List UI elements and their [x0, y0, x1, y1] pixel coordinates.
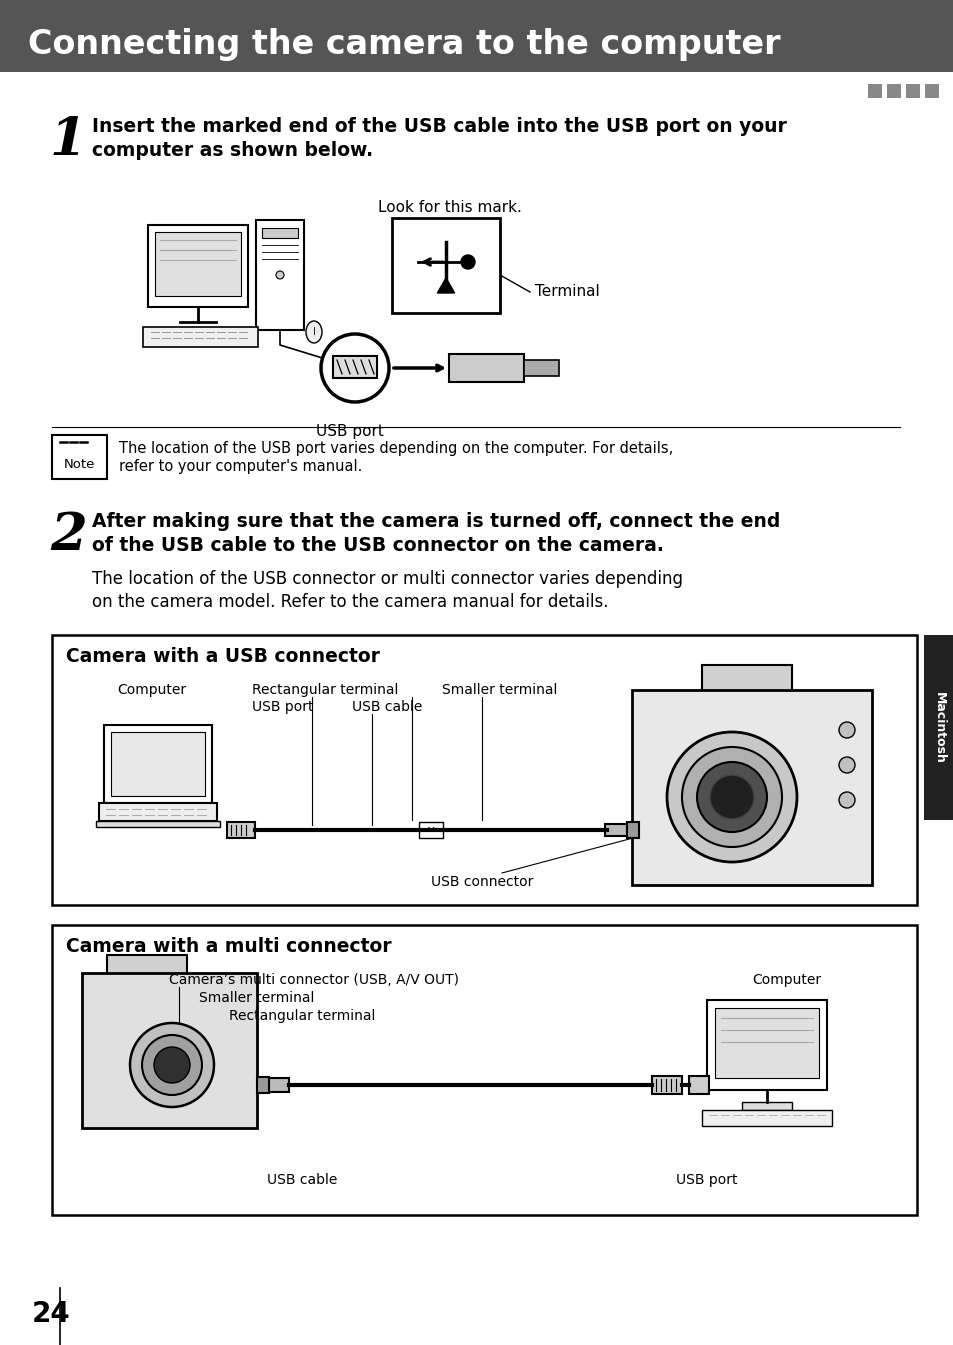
Bar: [262, 229, 297, 238]
Circle shape: [666, 732, 796, 862]
Bar: [905, 83, 919, 98]
Text: USB port: USB port: [252, 699, 314, 714]
Bar: [631, 690, 871, 885]
Bar: [706, 999, 826, 1089]
Circle shape: [275, 270, 284, 278]
Bar: [269, 1077, 289, 1092]
Text: Macintosh: Macintosh: [931, 691, 944, 764]
Text: Insert the marked end of the USB cable into the USB port on your: Insert the marked end of the USB cable i…: [91, 117, 786, 136]
Bar: [52, 635, 916, 905]
Text: on the camera model. Refer to the camera manual for details.: on the camera model. Refer to the camera…: [91, 593, 608, 611]
Text: Rectangular terminal: Rectangular terminal: [252, 683, 398, 697]
Bar: [227, 822, 254, 838]
Text: USB cable: USB cable: [352, 699, 422, 714]
Ellipse shape: [306, 321, 322, 343]
Text: 1: 1: [50, 116, 87, 165]
Text: The location of the USB port varies depending on the computer. For details,: The location of the USB port varies depe…: [119, 441, 673, 456]
Text: Note: Note: [64, 459, 95, 472]
Bar: [96, 820, 220, 827]
Text: Rectangular terminal: Rectangular terminal: [229, 1009, 375, 1024]
Bar: [52, 434, 107, 479]
Circle shape: [709, 775, 753, 819]
Text: computer as shown below.: computer as shown below.: [91, 141, 373, 160]
Circle shape: [838, 792, 854, 808]
Text: The location of the USB connector or multi connector varies depending: The location of the USB connector or mul…: [91, 570, 682, 588]
Bar: [255, 221, 304, 330]
Bar: [701, 1110, 831, 1126]
Bar: [886, 83, 900, 98]
Bar: [154, 231, 241, 296]
Bar: [741, 1102, 791, 1110]
Bar: [924, 83, 938, 98]
Bar: [0, 0, 953, 73]
Bar: [714, 1007, 818, 1077]
Bar: [82, 972, 256, 1128]
Text: Camera’s multi connector (USB, A/V OUT): Camera’s multi connector (USB, A/V OUT): [169, 972, 458, 987]
Bar: [111, 732, 205, 796]
Circle shape: [697, 763, 766, 833]
Bar: [256, 1077, 269, 1093]
Text: 2: 2: [50, 510, 87, 561]
Text: USB port: USB port: [676, 1173, 737, 1188]
Bar: [99, 803, 216, 820]
Text: of the USB cable to the USB connector on the camera.: of the USB cable to the USB connector on…: [91, 537, 663, 555]
Bar: [392, 218, 499, 313]
Bar: [523, 360, 558, 377]
Text: Camera with a USB connector: Camera with a USB connector: [66, 647, 379, 667]
Bar: [107, 955, 187, 976]
Bar: [418, 822, 442, 838]
Text: After making sure that the camera is turned off, connect the end: After making sure that the camera is tur…: [91, 512, 780, 531]
Circle shape: [460, 256, 475, 269]
Text: Smaller terminal: Smaller terminal: [441, 683, 557, 697]
Text: Connecting the camera to the computer: Connecting the camera to the computer: [28, 28, 780, 61]
Text: ⇔: ⇔: [425, 823, 436, 837]
Bar: [333, 356, 376, 378]
Bar: [143, 327, 257, 347]
Text: USB port: USB port: [315, 424, 383, 438]
Bar: [626, 822, 639, 838]
Circle shape: [320, 334, 389, 402]
Bar: [104, 725, 212, 803]
Bar: [148, 225, 248, 307]
Bar: [52, 925, 916, 1215]
Text: USB cable: USB cable: [267, 1173, 336, 1188]
Text: Computer: Computer: [117, 683, 186, 697]
Text: USB connector: USB connector: [431, 876, 533, 889]
Text: Terminal: Terminal: [535, 285, 599, 300]
Bar: [604, 824, 626, 837]
Bar: [651, 1076, 681, 1093]
Bar: [923, 635, 953, 820]
Text: 24: 24: [32, 1301, 71, 1328]
Text: Smaller terminal: Smaller terminal: [199, 991, 314, 1005]
Circle shape: [153, 1046, 190, 1083]
Text: refer to your computer's manual.: refer to your computer's manual.: [119, 459, 362, 473]
Text: Camera with a multi connector: Camera with a multi connector: [66, 937, 392, 956]
Circle shape: [681, 746, 781, 847]
Circle shape: [142, 1036, 202, 1095]
Bar: [867, 83, 882, 98]
Circle shape: [130, 1024, 213, 1107]
Bar: [87, 981, 117, 999]
Text: Computer: Computer: [751, 972, 821, 987]
Bar: [449, 354, 523, 382]
Circle shape: [838, 757, 854, 773]
Bar: [688, 1076, 708, 1093]
Circle shape: [838, 722, 854, 738]
Bar: [701, 664, 791, 695]
Text: Look for this mark.: Look for this mark.: [377, 200, 521, 215]
